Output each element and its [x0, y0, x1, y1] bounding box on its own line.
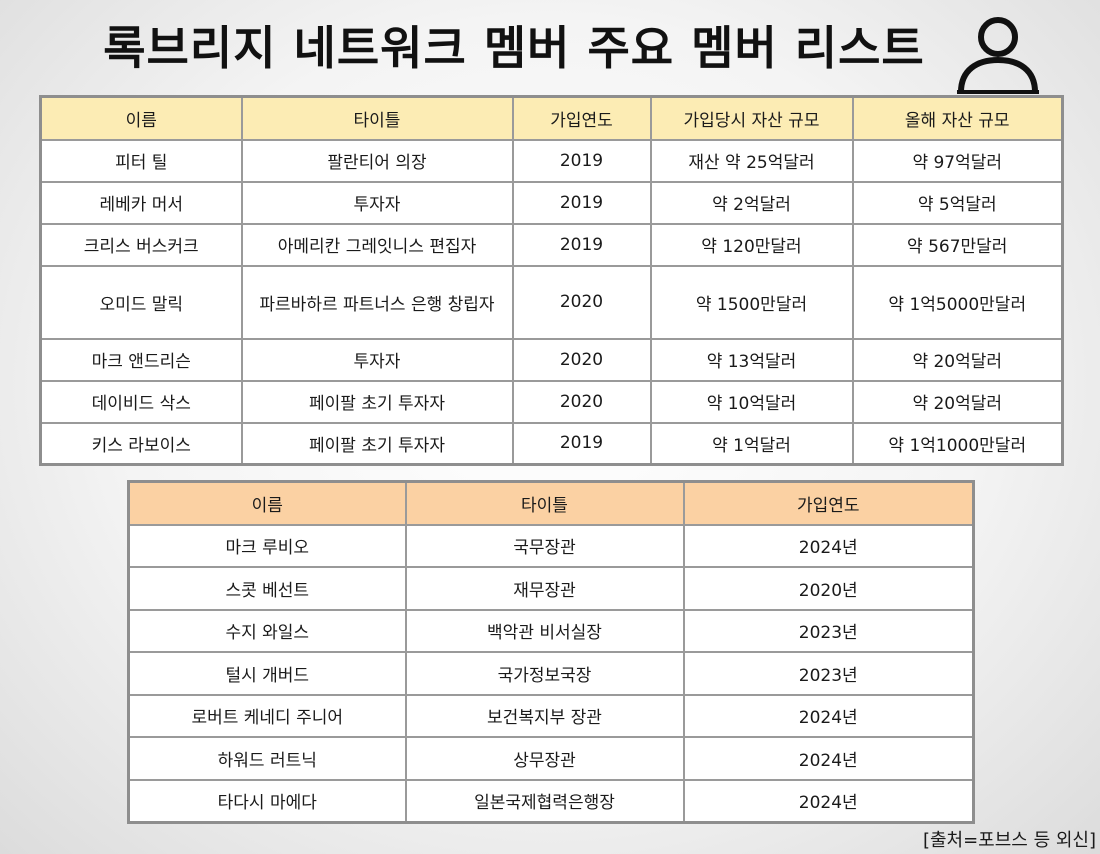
assets-at-joining-cell: 약 2억달러 [649, 180, 854, 225]
member-name-cell: 마크 앤드리슨 [39, 337, 243, 382]
table-header-row: 이름 타이틀 가입연도 가입당시 자산 규모 올해 자산 규모 [39, 95, 1064, 141]
member-name-cell: 로버트 케네디 주니어 [127, 693, 407, 738]
assets-at-joining-cell: 약 10억달러 [649, 379, 854, 424]
join-year-cell: 2024년 [682, 693, 975, 738]
member-name-cell: 크리스 버스커크 [39, 222, 243, 267]
column-header: 가입당시 자산 규모 [649, 95, 854, 141]
join-year-cell: 2023년 [682, 608, 975, 653]
column-header: 타이틀 [240, 95, 514, 141]
member-name-cell: 수지 와일스 [127, 608, 407, 653]
table-row: 피터 틸 팔란티어 의장 2019 재산 약 25억달러 약 97억달러 [39, 138, 1064, 183]
assets-at-joining-cell: 약 13억달러 [649, 337, 854, 382]
assets-at-joining-cell: 약 1억달러 [649, 421, 854, 466]
member-name-cell: 하워드 러트닉 [127, 736, 407, 781]
member-title-cell: 파르바하르 파트너스 은행 창립자 [240, 264, 514, 340]
table-row: 털시 개버드 국가정보국장 2023년 [127, 651, 975, 696]
join-year-cell: 2019 [511, 138, 652, 183]
member-name-cell: 피터 틸 [39, 138, 243, 183]
member-title-cell: 국무장관 [404, 523, 685, 568]
join-year-cell: 2020년 [682, 566, 975, 611]
join-year-cell: 2023년 [682, 651, 975, 696]
key-members-table: 이름 타이틀 가입연도 마크 루비오 국무장관 2024년 스콧 베선트 재무장… [127, 480, 975, 824]
member-name-cell: 털시 개버드 [127, 651, 407, 696]
assets-this-year-cell: 약 1억1000만달러 [851, 421, 1064, 466]
person-icon [957, 17, 1039, 94]
table-row: 마크 루비오 국무장관 2024년 [127, 523, 975, 568]
rockbridge-members-table: 이름 타이틀 가입연도 가입당시 자산 규모 올해 자산 규모 피터 틸 팔란티… [39, 95, 1064, 466]
assets-this-year-cell: 약 97억달러 [851, 138, 1064, 183]
member-title-cell: 일본국제협력은행장 [404, 778, 685, 823]
table-row: 마크 앤드리슨 투자자 2020 약 13억달러 약 20억달러 [39, 337, 1064, 382]
assets-this-year-cell: 약 5억달러 [851, 180, 1064, 225]
member-title-cell: 투자자 [240, 337, 514, 382]
member-name-cell: 오미드 말릭 [39, 264, 243, 340]
member-title-cell: 국가정보국장 [404, 651, 685, 696]
member-name-cell: 타다시 마에다 [127, 778, 407, 823]
column-header: 이름 [39, 95, 243, 141]
assets-this-year-cell: 약 20억달러 [851, 337, 1064, 382]
assets-at-joining-cell: 재산 약 25억달러 [649, 138, 854, 183]
member-title-cell: 아메리칸 그레잇니스 편집자 [240, 222, 514, 267]
join-year-cell: 2024년 [682, 778, 975, 823]
table-row: 키스 라보이스 페이팔 초기 투자자 2019 약 1억달러 약 1억1000만… [39, 421, 1064, 466]
member-name-cell: 스콧 베선트 [127, 566, 407, 611]
column-header: 올해 자산 규모 [851, 95, 1064, 141]
page-title: 록브리지 네트워크 멤버 주요 멤버 리스트 [103, 21, 925, 75]
assets-this-year-cell: 약 1억5000만달러 [851, 264, 1064, 340]
member-name-cell: 데이비드 삭스 [39, 379, 243, 424]
join-year-cell: 2024년 [682, 736, 975, 781]
column-header: 타이틀 [404, 480, 685, 526]
table-row: 스콧 베선트 재무장관 2020년 [127, 566, 975, 611]
source-credit: [출처=포브스 등 외신] [922, 830, 1096, 851]
member-title-cell: 페이팔 초기 투자자 [240, 421, 514, 466]
assets-at-joining-cell: 약 1500만달러 [649, 264, 854, 340]
table-row: 하워드 러트닉 상무장관 2024년 [127, 736, 975, 781]
join-year-cell: 2019 [511, 222, 652, 267]
join-year-cell: 2019 [511, 421, 652, 466]
member-title-cell: 팔란티어 의장 [240, 138, 514, 183]
assets-this-year-cell: 약 567만달러 [851, 222, 1064, 267]
assets-at-joining-cell: 약 120만달러 [649, 222, 854, 267]
member-title-cell: 페이팔 초기 투자자 [240, 379, 514, 424]
join-year-cell: 2019 [511, 180, 652, 225]
assets-this-year-cell: 약 20억달러 [851, 379, 1064, 424]
column-header: 가입연도 [682, 480, 975, 526]
member-title-cell: 투자자 [240, 180, 514, 225]
table-header-row: 이름 타이틀 가입연도 [127, 480, 975, 526]
join-year-cell: 2020 [511, 264, 652, 340]
join-year-cell: 2024년 [682, 523, 975, 568]
member-name-cell: 키스 라보이스 [39, 421, 243, 466]
member-name-cell: 레베카 머서 [39, 180, 243, 225]
member-name-cell: 마크 루비오 [127, 523, 407, 568]
table-row: 타다시 마에다 일본국제협력은행장 2024년 [127, 778, 975, 823]
member-title-cell: 재무장관 [404, 566, 685, 611]
column-header: 가입연도 [511, 95, 652, 141]
column-header: 이름 [127, 480, 407, 526]
member-title-cell: 백악관 비서실장 [404, 608, 685, 653]
member-title-cell: 보건복지부 장관 [404, 693, 685, 738]
join-year-cell: 2020 [511, 337, 652, 382]
table-row: 데이비드 삭스 페이팔 초기 투자자 2020 약 10억달러 약 20억달러 [39, 379, 1064, 424]
table-row: 수지 와일스 백악관 비서실장 2023년 [127, 608, 975, 653]
table-row: 로버트 케네디 주니어 보건복지부 장관 2024년 [127, 693, 975, 738]
join-year-cell: 2020 [511, 379, 652, 424]
table-row: 오미드 말릭 파르바하르 파트너스 은행 창립자 2020 약 1500만달러 … [39, 264, 1064, 340]
table-row: 크리스 버스커크 아메리칸 그레잇니스 편집자 2019 약 120만달러 약 … [39, 222, 1064, 267]
member-title-cell: 상무장관 [404, 736, 685, 781]
table-row: 레베카 머서 투자자 2019 약 2억달러 약 5억달러 [39, 180, 1064, 225]
